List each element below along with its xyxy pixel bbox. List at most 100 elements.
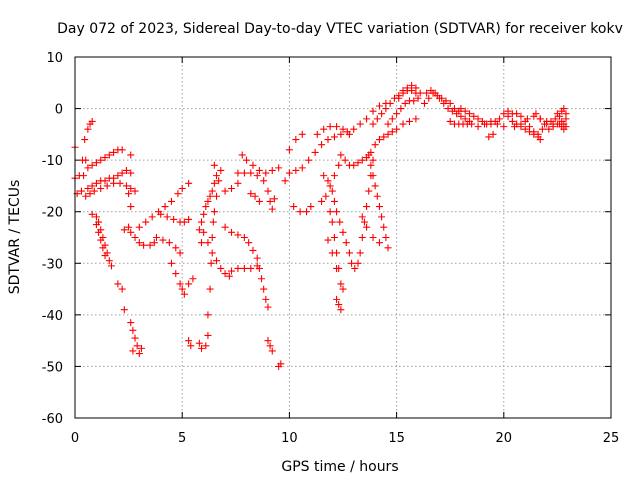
data-point-0-352 — [517, 112, 525, 120]
data-point-0-149 — [228, 267, 236, 275]
data-point-0-35 — [92, 159, 100, 167]
data-point-0-288 — [388, 115, 396, 123]
data-point-0-131 — [204, 239, 212, 247]
data-point-0-371 — [517, 120, 525, 128]
data-point-0-260 — [388, 128, 396, 136]
data-point-0-38 — [105, 151, 113, 159]
data-point-0-81 — [161, 203, 169, 211]
data-point-0-175 — [264, 337, 272, 345]
data-point-0-43 — [92, 213, 100, 221]
data-point-0-60 — [129, 326, 137, 334]
data-point-0-83 — [174, 190, 182, 198]
data-point-0-148 — [264, 303, 272, 311]
data-point-0-273 — [369, 234, 377, 241]
data-point-0-189 — [330, 133, 338, 141]
data-point-0-208 — [333, 123, 341, 131]
data-point-0-111 — [195, 226, 203, 234]
data-point-0-26 — [97, 185, 105, 193]
data-point-0-265 — [373, 192, 381, 200]
data-point-0-135 — [221, 270, 229, 278]
data-point-0-226 — [351, 264, 359, 272]
data-point-0-164 — [253, 172, 261, 180]
data-point-0-122 — [206, 285, 214, 293]
data-point-0-173 — [251, 192, 259, 200]
data-point-0-103 — [189, 275, 197, 283]
data-point-0-177 — [268, 347, 276, 355]
data-point-0-387 — [553, 110, 561, 118]
data-point-0-216 — [320, 172, 328, 180]
y-tick-label-1: -50 — [42, 360, 63, 375]
data-point-0-299 — [395, 94, 403, 102]
data-point-0-298 — [412, 115, 420, 123]
data-point-0-147 — [262, 295, 270, 303]
data-point-0-267 — [378, 213, 386, 221]
data-point-0-243 — [328, 249, 336, 257]
data-point-0-86 — [152, 234, 160, 241]
data-point-0-136 — [225, 272, 233, 280]
data-point-0-302 — [408, 81, 416, 89]
data-point-0-130 — [200, 228, 208, 236]
data-point-0-275 — [369, 120, 377, 128]
x-tick-label-1: 5 — [178, 431, 186, 446]
data-point-0-128 — [215, 177, 223, 185]
data-point-0-294 — [414, 94, 422, 102]
data-point-0-184 — [298, 164, 306, 172]
data-point-0-322 — [461, 115, 469, 123]
data-point-0-262 — [367, 161, 375, 169]
data-point-0-346 — [500, 123, 508, 131]
data-point-0-72 — [131, 234, 139, 241]
data-point-0-6 — [80, 172, 88, 180]
data-point-0-30 — [122, 182, 130, 190]
data-point-0-124 — [208, 234, 216, 241]
data-point-0-185 — [305, 156, 313, 164]
data-point-0-115 — [204, 197, 212, 205]
data-point-0-87 — [159, 236, 167, 244]
data-point-0-248 — [337, 151, 345, 159]
data-point-0-19 — [114, 172, 122, 180]
data-point-0-268 — [380, 223, 388, 231]
data-point-0-225 — [348, 259, 356, 267]
data-point-0-223 — [342, 239, 350, 247]
data-point-0-34 — [88, 161, 96, 169]
data-point-0-160 — [275, 164, 283, 172]
data-point-0-31 — [127, 185, 135, 193]
data-point-0-89 — [172, 244, 180, 252]
data-point-0-99 — [176, 280, 184, 288]
data-point-0-106 — [195, 339, 203, 347]
x-tick-label-3: 15 — [388, 431, 405, 446]
data-point-0-20 — [118, 169, 126, 177]
y-tick-label-4: -20 — [42, 206, 63, 221]
data-point-0-349 — [504, 112, 512, 120]
data-point-0-370 — [511, 123, 519, 131]
data-point-0-192 — [350, 125, 358, 133]
data-point-0-157 — [255, 166, 263, 174]
data-point-0-210 — [345, 130, 353, 138]
data-point-0-247 — [337, 306, 345, 314]
data-point-0-152 — [247, 264, 255, 272]
data-point-0-151 — [240, 264, 248, 272]
data-point-0-16 — [101, 177, 109, 185]
data-point-0-269 — [382, 234, 390, 241]
data-point-0-289 — [393, 110, 401, 118]
data-point-0-251 — [350, 161, 358, 169]
data-point-0-369 — [536, 136, 544, 144]
data-point-0-382 — [545, 125, 553, 133]
data-point-0-13 — [88, 182, 96, 190]
data-point-0-303 — [412, 84, 420, 92]
data-point-0-67 — [125, 190, 133, 198]
data-point-0-29 — [116, 179, 124, 187]
data-point-0-180 — [270, 195, 278, 203]
data-point-0-271 — [358, 213, 366, 221]
data-point-0-212 — [322, 192, 330, 200]
data-point-0-143 — [253, 254, 261, 262]
data-point-0-276 — [373, 115, 381, 123]
x-axis-label: GPS time / hours — [281, 459, 398, 475]
data-point-0-301 — [403, 84, 411, 92]
x-tick-label-5: 25 — [603, 431, 620, 446]
data-point-0-112 — [197, 218, 205, 226]
data-point-0-23 — [82, 192, 90, 200]
data-point-0-125 — [209, 218, 217, 226]
data-point-0-137 — [221, 223, 229, 231]
data-point-0-338 — [496, 115, 504, 123]
